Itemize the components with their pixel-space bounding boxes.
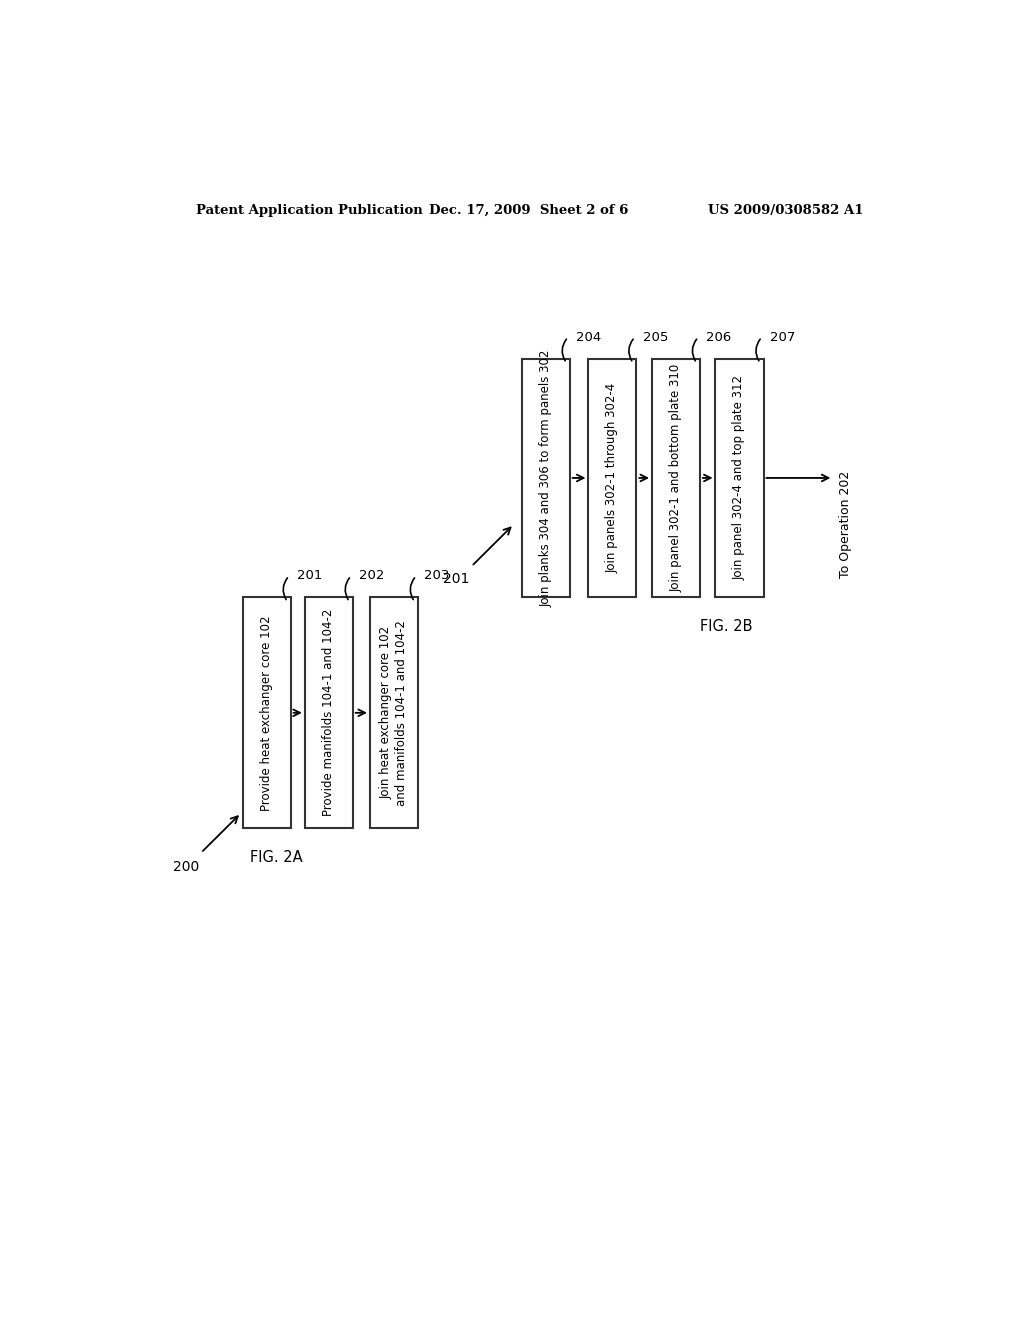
Bar xyxy=(589,359,636,598)
Text: Provide manifolds 104-1 and 104-2: Provide manifolds 104-1 and 104-2 xyxy=(323,609,335,817)
Text: FIG. 2B: FIG. 2B xyxy=(700,619,753,634)
Bar xyxy=(243,597,291,829)
Text: US 2009/0308582 A1: US 2009/0308582 A1 xyxy=(708,205,863,218)
Text: 200: 200 xyxy=(173,859,200,874)
Text: 205: 205 xyxy=(643,330,668,343)
Bar xyxy=(370,597,418,829)
Bar xyxy=(716,359,764,598)
Text: Provide heat exchanger core 102: Provide heat exchanger core 102 xyxy=(260,615,273,810)
Text: 204: 204 xyxy=(575,330,601,343)
Text: 201: 201 xyxy=(297,569,323,582)
Text: Join panel 302-4 and top plate 312: Join panel 302-4 and top plate 312 xyxy=(733,375,745,581)
Text: Join panel 302-1 and bottom plate 310: Join panel 302-1 and bottom plate 310 xyxy=(670,364,682,593)
Text: 201: 201 xyxy=(443,572,470,586)
Text: Join panels 302-1 through 302-4: Join panels 302-1 through 302-4 xyxy=(606,383,618,573)
Text: 203: 203 xyxy=(424,569,450,582)
Bar xyxy=(305,597,352,829)
Text: To Operation 202: To Operation 202 xyxy=(840,470,852,578)
Text: Join planks 304 and 306 to form panels 302: Join planks 304 and 306 to form panels 3… xyxy=(540,350,552,607)
Text: 207: 207 xyxy=(770,330,795,343)
Text: 206: 206 xyxy=(707,330,731,343)
Text: Dec. 17, 2009  Sheet 2 of 6: Dec. 17, 2009 Sheet 2 of 6 xyxy=(429,205,628,218)
Text: Patent Application Publication: Patent Application Publication xyxy=(197,205,423,218)
Text: FIG. 2A: FIG. 2A xyxy=(251,850,303,865)
Bar xyxy=(521,359,569,598)
Text: Join heat exchanger core 102
and manifolds 104-1 and 104-2: Join heat exchanger core 102 and manifol… xyxy=(380,620,408,805)
Bar xyxy=(652,359,700,598)
Text: 202: 202 xyxy=(359,569,384,582)
